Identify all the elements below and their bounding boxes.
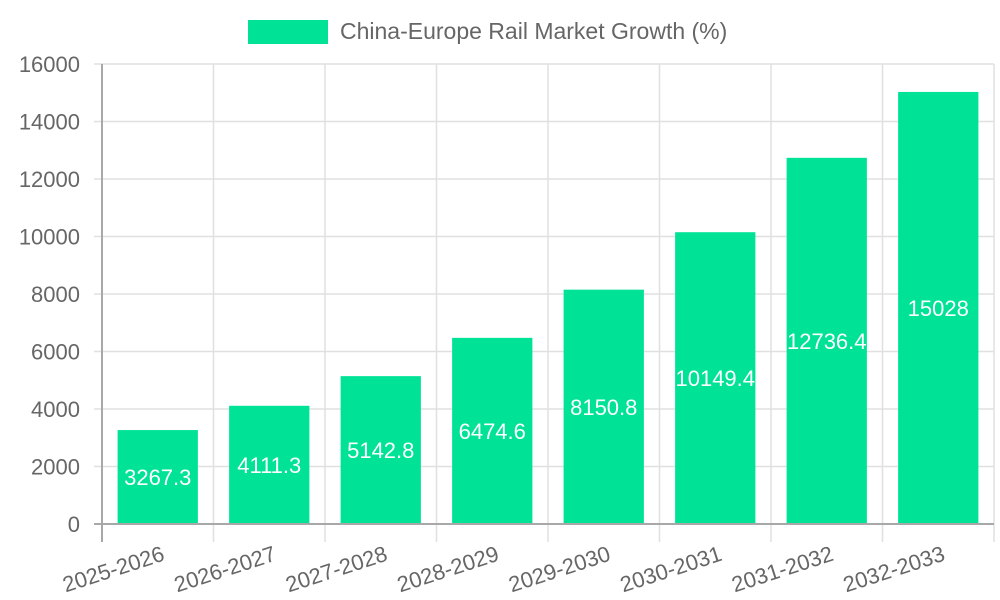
y-tick-label: 14000 [19,110,80,135]
value-label: 3267.3 [124,465,191,490]
y-tick-label: 6000 [31,340,80,365]
bars [117,91,979,525]
x-tick-label: 2030-2031 [617,541,725,597]
x-tick-label: 2027-2028 [283,541,391,597]
y-tick-label: 4000 [31,397,80,422]
bar [675,232,756,524]
y-tick-label: 2000 [31,455,80,480]
value-labels: 3267.3 4111.3 5142.8 6474.6 8150.8 10149.4 127… [124,296,969,490]
axes [94,64,994,542]
legend-label: China-Europe Rail Market Growth (%) [340,18,728,44]
bar [898,91,979,524]
bar [229,405,310,524]
x-tick-label: 2029-2030 [506,541,614,597]
x-axis-ticks: 2025-2026 2026-2027 2027-2028 2028-2029 2029… [60,541,948,597]
y-tick-label: 0 [68,512,80,537]
bar [786,157,867,525]
y-tick-label: 10000 [19,225,80,250]
x-tick-label: 2025-2026 [60,541,168,597]
value-label: 10149.4 [675,366,755,391]
y-tick-label: 16000 [19,52,80,77]
value-label: 15028 [908,296,969,321]
bar [340,376,421,524]
value-label: 4111.3 [237,453,301,478]
value-label: 5142.8 [347,438,414,463]
legend-swatch [248,19,328,44]
y-tick-label: 12000 [19,167,80,192]
value-label: 8150.8 [570,395,637,420]
x-tick-label: 2031-2032 [729,541,837,597]
value-label: 6474.6 [459,419,526,444]
y-axis-ticks: 0 2000 4000 6000 8000 10000 12000 14000 16000 [19,52,80,537]
x-tick-label: 2028-2029 [394,541,502,597]
y-tick-label: 8000 [31,282,80,307]
bar [452,337,533,524]
value-label: 12736.4 [787,329,867,354]
chart-legend[interactable]: China-Europe Rail Market Growth (%) [248,18,727,45]
x-tick-label: 2032-2033 [840,541,948,597]
bar [117,430,198,524]
x-tick-label: 2026-2027 [171,541,279,597]
bar [563,289,644,524]
